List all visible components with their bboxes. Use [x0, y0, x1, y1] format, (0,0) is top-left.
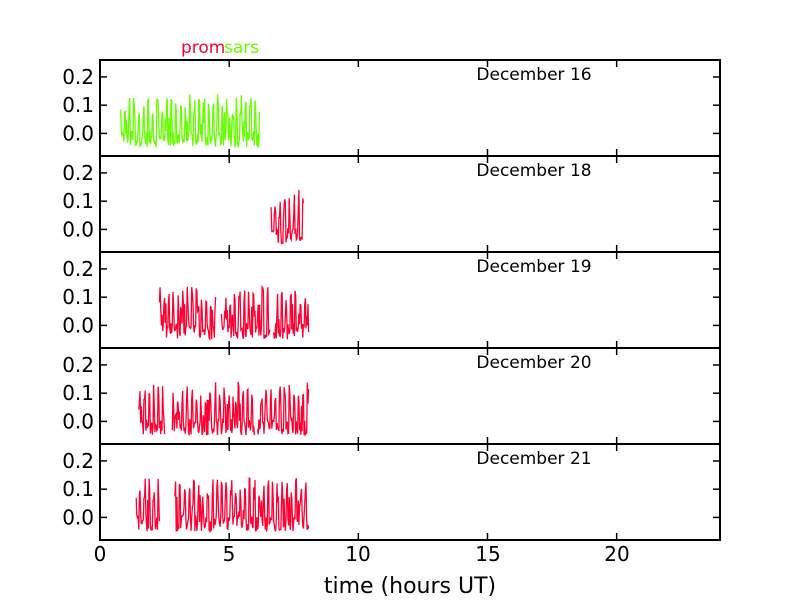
series-line-prom-2: [171, 381, 256, 436]
panel-4: 0.0 0.1 0.2 December 20: [62, 347, 721, 445]
legend: prom sars: [181, 38, 259, 58]
y-tick-label: 0.1: [62, 477, 94, 501]
x-axis: 0 5 10 15 20 time (hours UT): [94, 542, 630, 599]
panel-title: December 20: [476, 353, 591, 373]
panels: 0.0 0.1 0.2 December 16 0.0 0.1 0.2 December 18…: [62, 59, 721, 541]
legend-prom: prom: [181, 38, 225, 58]
series-line-prom-1: [270, 189, 305, 245]
series-line-prom-2: [220, 284, 271, 339]
panel-1: 0.0 0.1 0.2 December 16: [62, 59, 721, 157]
x-tick-label-10: 10: [345, 542, 370, 566]
series-line-prom-1: [158, 286, 217, 342]
y-tick-label: 0.1: [62, 93, 94, 117]
y-tick-label: 0.2: [62, 449, 94, 473]
x-tick-label-20: 20: [604, 542, 629, 566]
y-tick-label: 0.0: [62, 313, 94, 337]
x-axis-label: time (hours UT): [324, 574, 496, 599]
y-tick-label: 0.0: [62, 217, 94, 241]
y-tick-label: 0.2: [62, 161, 94, 185]
panel-frame: [99, 443, 721, 541]
panel-5: 0.0 0.1 0.2 December 21: [62, 443, 721, 541]
panel-2: 0.0 0.1 0.2 December 18: [62, 155, 721, 253]
y-tick-label: 0.1: [62, 189, 94, 213]
y-tick-label: 0.2: [62, 65, 94, 89]
panel-title: December 19: [476, 257, 591, 277]
series-line-prom-3: [272, 290, 310, 340]
y-tick-label: 0.0: [62, 121, 94, 145]
legend-sars: sars: [224, 38, 259, 58]
y-tick-label: 0.0: [62, 409, 94, 433]
y-tick-label: 0.1: [62, 381, 94, 405]
panel-title: December 16: [476, 65, 591, 85]
series-line-sars-1: [120, 94, 261, 148]
series-line-prom-1: [138, 384, 166, 435]
panel-3: 0.0 0.1 0.2 December 19: [62, 251, 721, 349]
panel-title: December 21: [476, 449, 591, 469]
x-tick-label-15: 15: [475, 542, 500, 566]
series-line-prom-2: [174, 477, 310, 534]
panel-frame: [99, 155, 721, 253]
panel-title: December 18: [476, 161, 591, 181]
x-tick-label-5: 5: [223, 542, 236, 566]
y-tick-label: 0.0: [62, 505, 94, 529]
series-line-prom-3: [256, 382, 310, 437]
series-line-prom-1: [135, 478, 161, 532]
y-tick-label: 0.2: [62, 257, 94, 281]
x-tick-label-0: 0: [94, 542, 107, 566]
y-tick-label: 0.1: [62, 285, 94, 309]
y-tick-label: 0.2: [62, 353, 94, 377]
